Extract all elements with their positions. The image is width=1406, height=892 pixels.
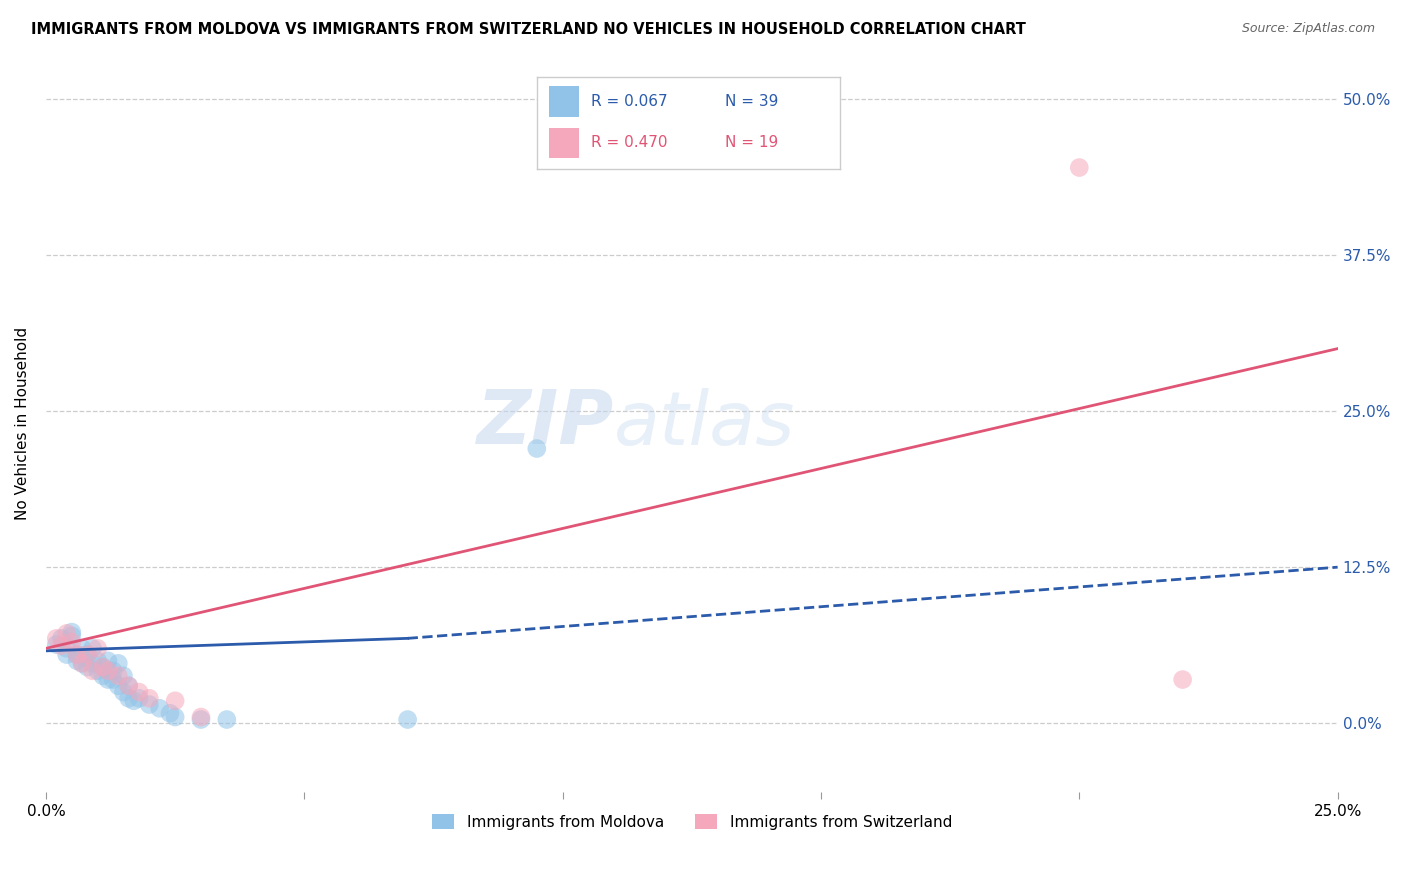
Point xyxy=(159,706,181,721)
Point xyxy=(107,679,129,693)
Point xyxy=(45,638,67,652)
Point xyxy=(117,691,139,706)
Point xyxy=(101,664,124,678)
Y-axis label: No Vehicles in Household: No Vehicles in Household xyxy=(15,327,30,520)
Point xyxy=(190,713,212,727)
Point xyxy=(55,641,77,656)
Point xyxy=(1069,161,1091,175)
Point xyxy=(138,698,160,712)
Point xyxy=(86,641,108,656)
Point xyxy=(66,648,89,662)
Text: IMMIGRANTS FROM MOLDOVA VS IMMIGRANTS FROM SWITZERLAND NO VEHICLES IN HOUSEHOLD : IMMIGRANTS FROM MOLDOVA VS IMMIGRANTS FR… xyxy=(31,22,1026,37)
Text: Source: ZipAtlas.com: Source: ZipAtlas.com xyxy=(1241,22,1375,36)
Point xyxy=(128,691,150,706)
Point xyxy=(86,654,108,668)
Point xyxy=(86,664,108,678)
Point xyxy=(91,669,114,683)
Point xyxy=(91,660,114,674)
Point xyxy=(51,632,73,646)
Text: ZIP: ZIP xyxy=(477,387,614,460)
Point xyxy=(149,701,172,715)
Point xyxy=(70,657,93,671)
Point xyxy=(112,685,135,699)
Text: atlas: atlas xyxy=(614,387,796,459)
Point xyxy=(526,442,548,456)
Point xyxy=(190,710,212,724)
Point xyxy=(117,679,139,693)
Point xyxy=(396,713,419,727)
Point xyxy=(76,648,98,662)
Point xyxy=(60,635,83,649)
Point xyxy=(107,657,129,671)
Point xyxy=(122,694,145,708)
Point xyxy=(112,669,135,683)
Point xyxy=(66,654,89,668)
Point xyxy=(165,710,187,724)
Point xyxy=(97,664,120,678)
Point xyxy=(97,664,120,678)
Point xyxy=(60,629,83,643)
Point xyxy=(97,673,120,687)
Point xyxy=(82,664,104,678)
Point xyxy=(117,679,139,693)
Point xyxy=(128,685,150,699)
Point xyxy=(82,657,104,671)
Point xyxy=(70,641,93,656)
Point xyxy=(97,654,120,668)
Point xyxy=(55,626,77,640)
Point xyxy=(51,639,73,653)
Point xyxy=(1171,673,1194,687)
Point xyxy=(55,648,77,662)
Point xyxy=(45,632,67,646)
Point xyxy=(91,660,114,674)
Point xyxy=(76,648,98,662)
Point xyxy=(60,625,83,640)
Point xyxy=(101,673,124,687)
Point xyxy=(215,713,238,727)
Point xyxy=(76,660,98,674)
Point xyxy=(82,641,104,656)
Point xyxy=(138,691,160,706)
Legend: Immigrants from Moldova, Immigrants from Switzerland: Immigrants from Moldova, Immigrants from… xyxy=(426,807,957,836)
Point xyxy=(165,694,187,708)
Point xyxy=(107,669,129,683)
Point xyxy=(66,648,89,662)
Point xyxy=(70,657,93,671)
